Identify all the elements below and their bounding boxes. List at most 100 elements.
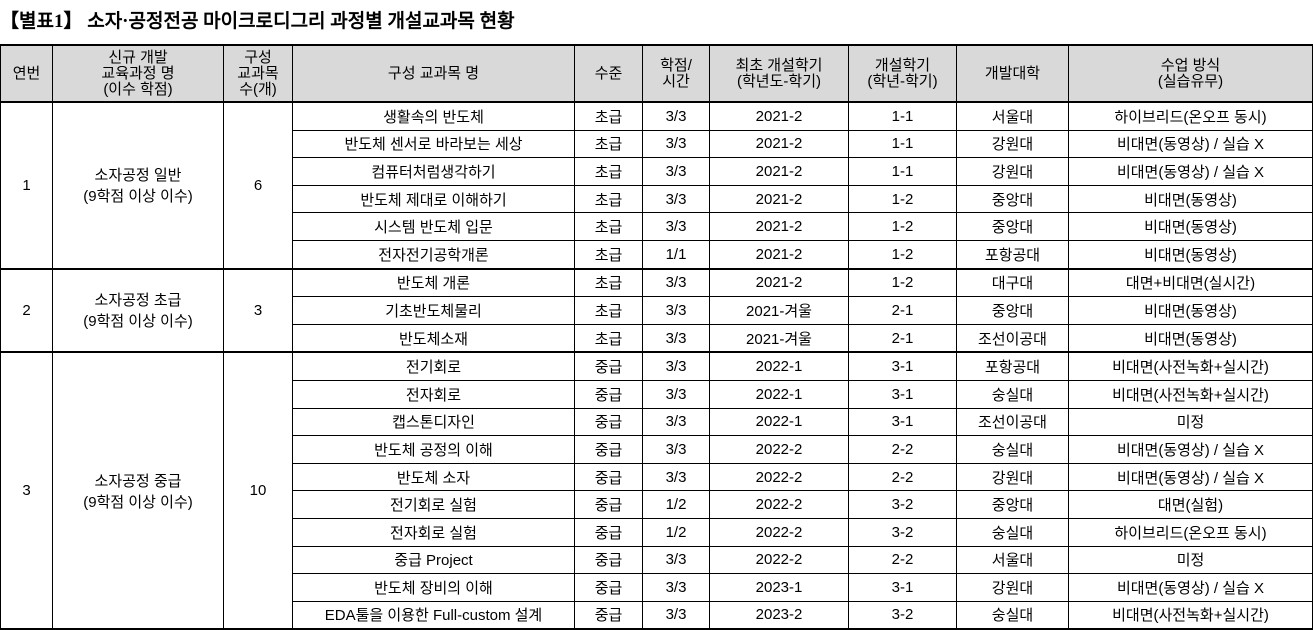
table-row: 반도체 센서로 바라보는 세상 초급 3/3 2021-2 1-1 강원대 비대면(동영상)… [1,129,1313,159]
cell-first-semester: 2021-2 [709,129,849,159]
cell-university: 숭실대 [956,600,1069,630]
cell-level: 초급 [574,184,643,214]
cell-semester: 1-1 [848,157,957,186]
cell-semester: 1-2 [848,212,957,241]
cell-level: 중급 [574,545,643,575]
table-row: 반도체 제대로 이해하기 초급 3/3 2021-2 1-2 중앙대 비대면(동영상) [1,184,1313,214]
group-no: 3 [0,351,53,630]
cell-credits: 1/1 [642,239,710,270]
cell-semester: 3-1 [848,351,957,381]
cell-class-method: 미정 [1068,407,1313,437]
cell-credits: 3/3 [642,323,710,354]
cell-class-method: 비대면(동영상) / 실습 X [1068,129,1313,159]
cell-first-semester: 2021-2 [709,157,849,186]
group-count: 3 [223,268,293,354]
cell-university: 중앙대 [956,296,1069,325]
cell-university: 중앙대 [956,490,1069,519]
cell-course-name: 시스템 반도체 입문 [292,212,575,241]
header-level: 수준 [574,44,643,103]
cell-level: 초급 [574,101,643,131]
cell-level: 중급 [574,407,643,437]
cell-class-method: 비대면(사전녹화+실시간) [1068,600,1313,630]
cell-semester: 1-1 [848,101,957,131]
group-no: 1 [0,101,53,270]
cell-course-name: 반도체 제대로 이해하기 [292,184,575,214]
cell-course-name: 기초반도체물리 [292,296,575,325]
cell-semester: 1-2 [848,184,957,214]
cell-first-semester: 2021-2 [709,184,849,214]
table-row: 시스템 반도체 입문 초급 3/3 2021-2 1-2 중앙대 비대면(동영상) [1,212,1313,241]
group-count: 6 [223,101,293,270]
header-semester: 개설학기 (학년-학기) [848,44,957,103]
cell-first-semester: 2023-2 [709,600,849,630]
cell-university: 강원대 [956,462,1069,492]
cell-course-name: 반도체소재 [292,323,575,354]
cell-course-name: 캡스톤디자인 [292,407,575,437]
cell-credits: 3/3 [642,212,710,241]
cell-class-method: 비대면(동영상) [1068,212,1313,241]
cell-credits: 3/3 [642,407,710,437]
cell-university: 숭실대 [956,435,1069,464]
cell-class-method: 대면+비대면(실시간) [1068,268,1313,298]
cell-class-method: 비대면(동영상) / 실습 X [1068,462,1313,492]
cell-class-method: 미정 [1068,545,1313,575]
cell-semester: 1-1 [848,129,957,159]
cell-class-method: 비대면(동영상) [1068,184,1313,214]
cell-credits: 3/3 [642,157,710,186]
cell-class-method: 비대면(동영상) [1068,239,1313,270]
cell-level: 초급 [574,239,643,270]
table-row: 3 소자공정 중급 (9학점 이상 이수) 10 전기회로 중급 3/3 2022-1 3-1… [0,351,1313,630]
cell-university: 강원대 [956,157,1069,186]
cell-semester: 2-2 [848,435,957,464]
cell-level: 중급 [574,462,643,492]
cell-credits: 3/3 [642,435,710,464]
header-row: 연번 신규 개발 교육과정 명 (이수 학점) 구성 교과목 수(개) 구성 교과목 … [0,44,1313,103]
cell-course-name: 반도체 개론 [292,268,575,298]
cell-level: 중급 [574,490,643,519]
cell-course-name: 컴퓨터처럼생각하기 [292,157,575,186]
cell-credits: 3/3 [642,351,710,381]
cell-university: 강원대 [956,573,1069,602]
cell-first-semester: 2021-겨울 [709,323,849,354]
header-no: 연번 [0,44,53,103]
cell-first-semester: 2022-1 [709,379,849,409]
table-row: 전기회로 실험 중급 1/2 2022-2 3-2 중앙대 대면(실험) [1,490,1313,519]
cell-class-method: 비대면(동영상) / 실습 X [1068,435,1313,464]
cell-semester: 3-2 [848,600,957,630]
cell-level: 중급 [574,600,643,630]
cell-level: 초급 [574,296,643,325]
header-credits: 학점/ 시간 [642,44,710,103]
cell-course-name: 전자전기공학개론 [292,239,575,270]
header-course-name: 구성 교과목 명 [292,44,575,103]
table-row: 기초반도체물리 초급 3/3 2021-겨울 2-1 중앙대 비대면(동영상) [1,296,1313,325]
cell-first-semester: 2022-1 [709,351,849,381]
header-class-method: 수업 방식 (실습유무) [1068,44,1313,103]
header-university: 개발대학 [956,44,1069,103]
cell-course-name: 전자회로 실험 [292,517,575,547]
cell-first-semester: 2022-2 [709,545,849,575]
cell-first-semester: 2021-2 [709,239,849,270]
table-row: 반도체 공정의 이해 중급 3/3 2022-2 2-2 숭실대 비대면(동영상) / 실습… [1,435,1313,464]
cell-course-name: 반도체 공정의 이해 [292,435,575,464]
cell-class-method: 하이브리드(온오프 동시) [1068,101,1313,131]
header-first-semester: 최초 개설학기 (학년도-학기) [709,44,849,103]
cell-level: 초급 [574,323,643,354]
table-row: 컴퓨터처럼생각하기 초급 3/3 2021-2 1-1 강원대 비대면(동영상) / 실습 … [1,157,1313,186]
cell-class-method: 하이브리드(온오프 동시) [1068,517,1313,547]
cell-university: 숭실대 [956,517,1069,547]
cell-level: 중급 [574,379,643,409]
cell-level: 중급 [574,573,643,602]
course-table: 연번 신규 개발 교육과정 명 (이수 학점) 구성 교과목 수(개) 구성 교과목 … [0,44,1313,630]
table-row: 전자회로 중급 3/3 2022-1 3-1 숭실대 비대면(사전녹화+실시간) [1,379,1313,409]
cell-credits: 3/3 [642,268,710,298]
table-row: 2 소자공정 초급 (9학점 이상 이수) 3 반도체 개론 초급 3/3 2021-2 1-… [0,268,1313,354]
header-count: 구성 교과목 수(개) [223,44,293,103]
cell-course-name: 전기회로 실험 [292,490,575,519]
cell-credits: 3/3 [642,101,710,131]
cell-university: 대구대 [956,268,1069,298]
cell-credits: 3/3 [642,296,710,325]
cell-semester: 2-1 [848,296,957,325]
cell-first-semester: 2022-2 [709,462,849,492]
cell-university: 서울대 [956,101,1069,131]
cell-level: 초급 [574,212,643,241]
